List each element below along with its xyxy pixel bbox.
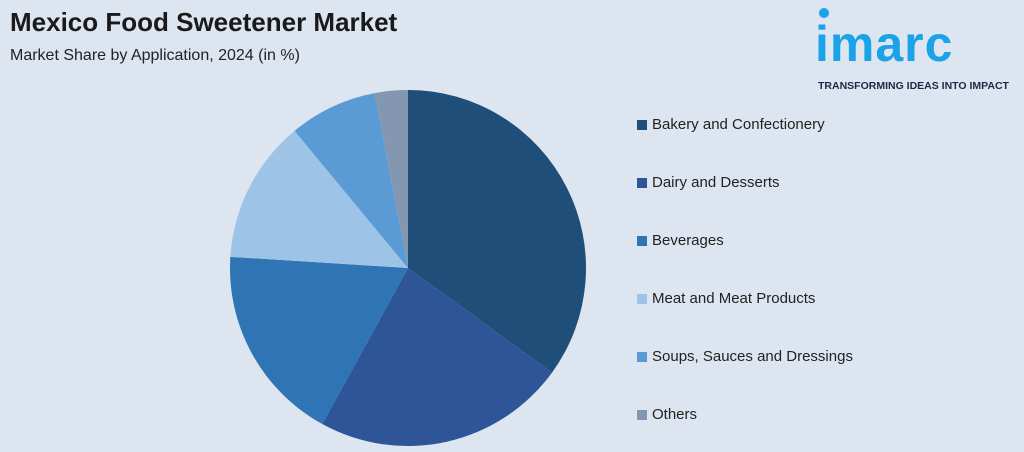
legend-label: Soups, Sauces and Dressings — [652, 348, 853, 365]
legend-label: Others — [652, 406, 697, 423]
legend-swatch — [637, 352, 647, 362]
legend-label: Meat and Meat Products — [652, 290, 815, 307]
legend-label: Dairy and Desserts — [652, 174, 780, 191]
pie-slice — [322, 268, 553, 446]
legend-swatch — [637, 410, 647, 420]
pie-slice — [374, 90, 408, 268]
chart-subtitle: Market Share by Application, 2024 (in %) — [10, 47, 300, 64]
legend-swatch — [637, 294, 647, 304]
logo-name: imarc — [815, 16, 953, 72]
legend-swatch — [637, 236, 647, 246]
pie-slice — [230, 256, 408, 424]
logo-dot — [819, 8, 829, 18]
pie-slice — [408, 90, 586, 373]
pie-slice — [230, 130, 408, 268]
legend-swatch — [637, 178, 647, 188]
chart-title: Mexico Food Sweetener Market — [10, 7, 398, 37]
legend-label: Bakery and Confectionery — [652, 116, 825, 133]
legend-swatch — [637, 120, 647, 130]
pie-slice — [294, 93, 408, 269]
logo-tagline: TRANSFORMING IDEAS INTO IMPACT — [818, 80, 1010, 92]
legend-label: Beverages — [652, 232, 724, 249]
